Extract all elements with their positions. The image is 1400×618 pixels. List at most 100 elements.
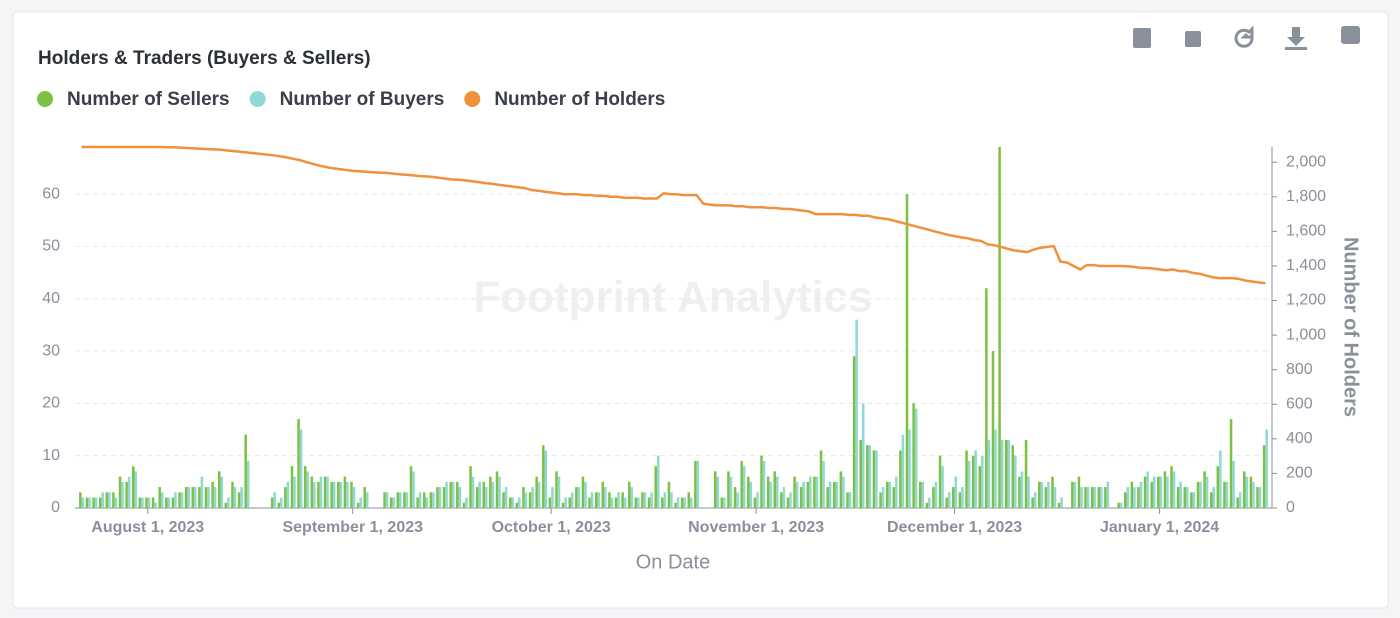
bar (108, 492, 111, 508)
api-icon[interactable] (1341, 26, 1360, 44)
download-icon[interactable] (1285, 27, 1307, 50)
bar (1170, 466, 1173, 508)
bar (608, 492, 611, 508)
bar (1093, 487, 1096, 508)
bar (918, 481, 922, 508)
bar (879, 492, 882, 508)
y2-tick-label: 1,400 (1286, 257, 1326, 274)
bar (359, 497, 362, 508)
bar (346, 481, 349, 508)
bar (114, 497, 118, 508)
bar (85, 497, 89, 508)
bar (270, 497, 274, 508)
bar (385, 492, 389, 508)
bar (422, 492, 426, 508)
bar (1232, 460, 1235, 508)
bar (495, 471, 499, 508)
bar (233, 487, 237, 508)
bar (1126, 487, 1130, 508)
bar (524, 492, 528, 508)
bar (178, 492, 181, 508)
bar (1051, 476, 1054, 508)
query-icon[interactable] (1133, 28, 1151, 48)
y-tick-label: 30 (42, 342, 60, 359)
bar (171, 497, 175, 508)
y2-axis-label: Number of Holders (1340, 237, 1362, 417)
bar (1176, 487, 1180, 508)
bar (79, 492, 82, 508)
bar (667, 481, 671, 508)
x-tick-label: October 1, 2023 (492, 519, 611, 536)
bar (826, 487, 829, 508)
bar (184, 487, 188, 508)
bar (564, 497, 567, 508)
bar (749, 481, 753, 508)
bar (449, 481, 452, 508)
bar (1139, 481, 1143, 508)
y2-tick-label: 0 (1286, 499, 1295, 516)
bar (429, 492, 433, 508)
bar (389, 497, 393, 508)
bar (118, 476, 122, 508)
bar (958, 492, 962, 508)
bar (1163, 471, 1167, 508)
bar (213, 487, 217, 508)
y2-tick-label: 1,000 (1286, 326, 1326, 343)
y2-tick-label: 1,200 (1286, 292, 1326, 309)
bar (760, 455, 763, 508)
bar (1223, 481, 1226, 508)
legend-swatch (37, 91, 53, 107)
bar (1080, 487, 1083, 508)
bar (151, 497, 155, 508)
bar (498, 476, 501, 508)
bar (947, 492, 951, 508)
bar (158, 487, 161, 508)
bar (914, 408, 918, 508)
bar (908, 429, 911, 508)
bar (280, 497, 283, 508)
bar (793, 476, 796, 508)
bar (1186, 487, 1189, 508)
refresh-icon[interactable] (1234, 25, 1254, 48)
bar (971, 455, 975, 508)
bar (293, 476, 296, 508)
bar (204, 487, 208, 508)
bar (284, 487, 287, 508)
bar (542, 445, 545, 508)
bar (921, 481, 925, 508)
bar (396, 492, 400, 508)
bar (537, 481, 541, 508)
bar (482, 481, 486, 508)
bar (475, 487, 479, 508)
bar (535, 476, 538, 508)
y2-tick-label: 600 (1286, 395, 1313, 412)
bar (187, 487, 190, 508)
bar (1262, 445, 1266, 508)
bar (1249, 476, 1253, 508)
bar (597, 492, 600, 508)
bar (1014, 455, 1017, 508)
copy-icon[interactable] (1185, 31, 1201, 47)
bar (654, 466, 657, 508)
legend-label: Number of Buyers (280, 89, 445, 110)
bar (570, 492, 574, 508)
y2-tick-label: 400 (1286, 430, 1313, 447)
bar (733, 487, 737, 508)
bar (848, 492, 852, 508)
bar (628, 481, 631, 508)
bar (412, 471, 415, 508)
bar (753, 497, 757, 508)
bar (557, 476, 561, 508)
bar (802, 481, 805, 508)
bar (191, 487, 195, 508)
bar (1205, 476, 1209, 508)
bar (112, 492, 115, 508)
bar (647, 497, 651, 508)
bar (1146, 471, 1149, 508)
bar (1190, 492, 1193, 508)
y-tick-label: 0 (51, 499, 60, 516)
bar (240, 487, 243, 508)
bar (839, 471, 843, 508)
bar (981, 455, 984, 508)
bar (297, 419, 300, 508)
